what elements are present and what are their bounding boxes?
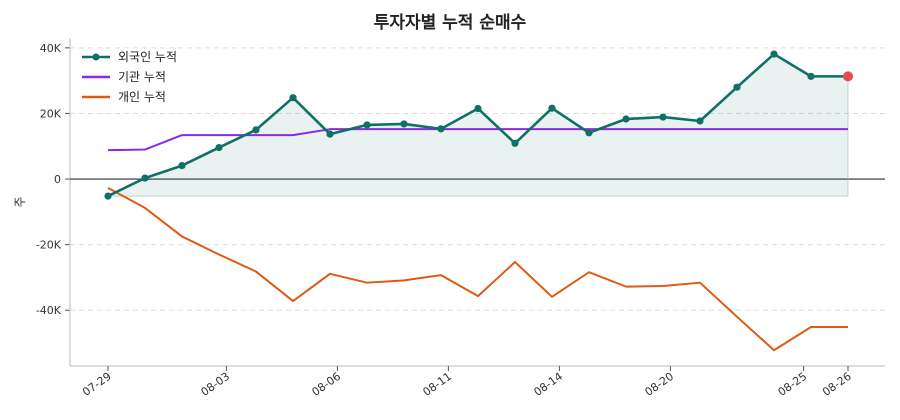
x-tick-label: 08-14 [531, 370, 565, 399]
series-point [326, 130, 334, 138]
y-axis-label: 주 [13, 196, 27, 207]
x-tick-label: 08-20 [642, 370, 676, 399]
x-tick-label: 08-06 [309, 370, 343, 399]
series-line-2 [107, 187, 848, 352]
x-tick-label: 08-11 [420, 370, 454, 399]
foreign-area-fill [107, 53, 849, 197]
x-tick-label: 08-25 [776, 370, 810, 399]
series-point [252, 126, 260, 134]
series-point [585, 129, 593, 137]
last-point-highlight [843, 71, 853, 82]
series-point [659, 113, 667, 121]
chart-title: 투자자별 누적 순매수 [374, 13, 527, 33]
series-point [104, 192, 112, 200]
series-point [770, 50, 778, 58]
legend-label-0: 외국인 누적 [118, 50, 177, 64]
series-point [511, 139, 519, 147]
series-point [437, 125, 445, 133]
series-point [548, 104, 556, 112]
series-line-1 [107, 128, 848, 152]
series-point [178, 161, 186, 170]
y-tick-label: 0 [54, 173, 61, 186]
series-point [400, 120, 408, 128]
legend-marker-0 [92, 53, 100, 61]
series-point [289, 94, 297, 102]
series-point [696, 117, 704, 125]
x-tick-label: 08-03 [198, 370, 232, 399]
series-point [363, 121, 371, 129]
series-point [622, 115, 630, 123]
y-tick-label: 20K [40, 107, 62, 120]
y-tick-label: -40K [36, 304, 62, 317]
x-tick-label: 07-29 [80, 370, 114, 399]
series-point [807, 72, 815, 80]
series-point [474, 104, 482, 113]
legend-label-1: 기관 누적 [118, 70, 166, 84]
series-point [215, 143, 223, 152]
y-tick-label: 40K [40, 42, 62, 55]
legend-label-2: 개인 누적 [118, 90, 166, 104]
x-tick-label: 08-26 [820, 370, 854, 399]
series-point [733, 83, 741, 91]
series-point [141, 174, 149, 182]
y-tick-label: -20K [36, 239, 62, 252]
